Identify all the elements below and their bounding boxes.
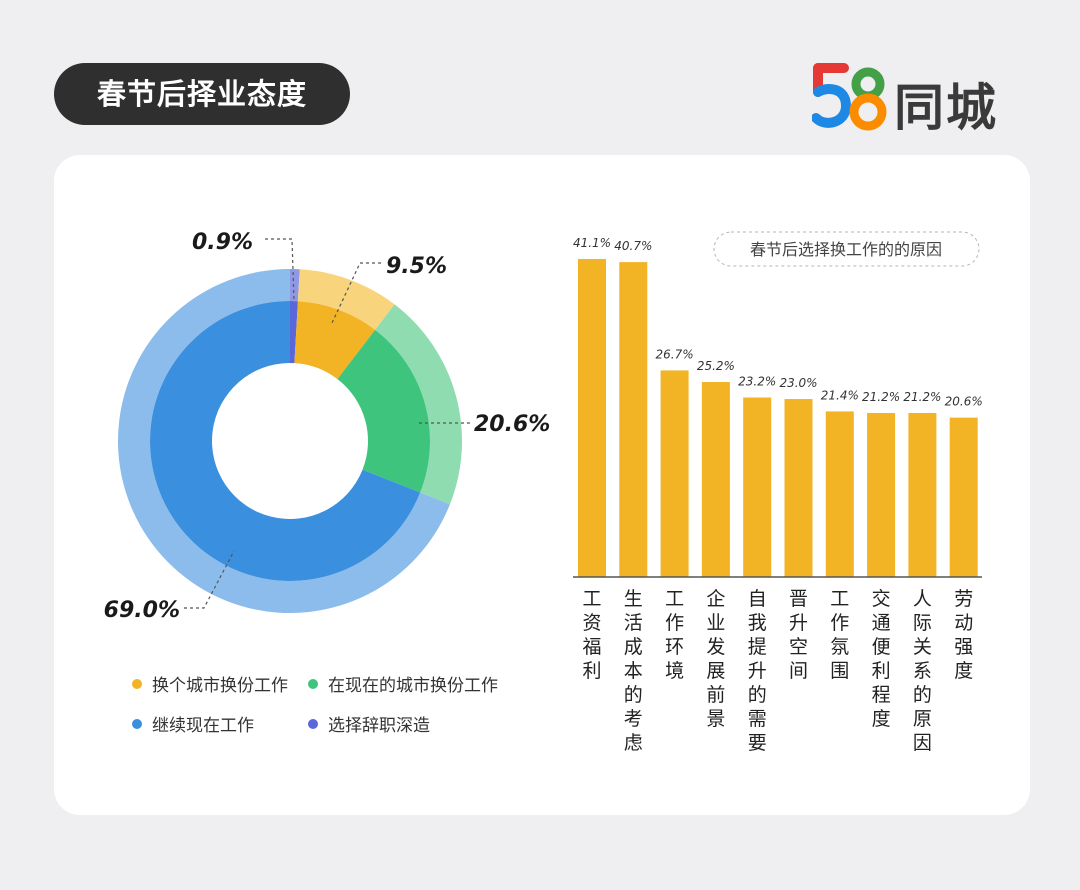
bar-chart-title-box bbox=[713, 231, 980, 267]
logo-text: 同城 bbox=[894, 79, 998, 137]
bar-value-label: 41.1% bbox=[573, 236, 611, 250]
legend-item-stay: 继续现在工作 bbox=[132, 711, 254, 736]
bar-category-label: 人际关系的原因 bbox=[913, 588, 932, 754]
leader-line bbox=[265, 238, 295, 302]
donut-outer-slice bbox=[290, 269, 300, 302]
bar-value-label: 26.7% bbox=[656, 347, 694, 361]
donut-outer-slice bbox=[375, 304, 462, 505]
donut-pct-label: 0.9% bbox=[192, 230, 253, 255]
charts-canvas: 0.9% 9.5% 20.6% 69.0% 春节后选择换工作的的原因 41.1% 工资福利 4… bbox=[104, 230, 983, 754]
bar-value-label: 21.4% bbox=[821, 388, 859, 402]
donut-pct-label: 69.0% bbox=[104, 598, 180, 623]
bar-category-label: 生活成本的考虑 bbox=[624, 588, 643, 754]
legend-item-study: 选择辞职深造 bbox=[308, 711, 430, 736]
bar-value-label: 40.7% bbox=[614, 239, 652, 253]
legend-dot-green bbox=[308, 678, 318, 689]
bar-category-label: 交通便利程度 bbox=[872, 588, 891, 730]
bar-value-label: 23.0% bbox=[779, 376, 817, 390]
donut-slice bbox=[290, 301, 298, 364]
legend-label: 选择辞职深造 bbox=[328, 716, 430, 736]
page-title: 春节后择业态度 bbox=[54, 63, 350, 125]
bar bbox=[578, 259, 606, 577]
bar-value-label: 23.2% bbox=[738, 374, 776, 388]
bar-value-label: 21.2% bbox=[903, 390, 941, 404]
bar bbox=[619, 262, 648, 577]
bar bbox=[949, 417, 978, 577]
legend-dot-orange bbox=[132, 678, 142, 689]
content-card: 0.9% 9.5% 20.6% 69.0% 春节后选择换工作的的原因 41.1% 工资福利 4… bbox=[54, 155, 1030, 815]
donut-slice bbox=[149, 301, 421, 581]
bar-category-label: 工资福利 bbox=[582, 588, 601, 682]
bar-category-label: 晋升空间 bbox=[789, 588, 808, 682]
bar-chart-title: 春节后选择换工作的的原因 bbox=[750, 240, 942, 259]
bar bbox=[867, 412, 896, 577]
bar bbox=[784, 399, 813, 577]
bar-category-label: 自我提升的需要 bbox=[748, 588, 767, 754]
legend-label: 继续现在工作 bbox=[152, 716, 254, 736]
donut-outer-slice bbox=[297, 269, 395, 330]
bar-value-label: 21.2% bbox=[862, 390, 900, 404]
legend-item-same-city: 在现在的城市换份工作 bbox=[308, 671, 498, 696]
bar-category-label: 企业发展前景 bbox=[706, 588, 725, 730]
bar-category-label: 劳动强度 bbox=[954, 588, 973, 682]
bar bbox=[701, 382, 730, 577]
bar bbox=[908, 412, 937, 577]
legend-label: 在现在的城市换份工作 bbox=[328, 676, 498, 696]
leader-line bbox=[184, 550, 235, 609]
legend-label: 换个城市换份工作 bbox=[152, 676, 288, 696]
legend-dot-purple bbox=[308, 718, 318, 729]
legend-dot-blue bbox=[132, 718, 142, 729]
bar-value-label: 25.2% bbox=[697, 359, 735, 373]
bar bbox=[825, 411, 854, 577]
logo-58-icon bbox=[812, 63, 887, 131]
donut-pct-label: 20.6% bbox=[474, 412, 550, 437]
donut-slice bbox=[294, 301, 376, 380]
bar bbox=[743, 397, 772, 577]
bar-category-label: 工作环境 bbox=[665, 588, 684, 682]
bar-value-label: 20.6% bbox=[945, 395, 983, 409]
donut-pct-label: 9.5% bbox=[386, 254, 447, 279]
leader-line bbox=[331, 262, 381, 324]
donut-slice bbox=[337, 329, 430, 493]
legend-item-change-city: 换个城市换份工作 bbox=[132, 671, 288, 696]
bar-category-label: 工作氛围 bbox=[830, 588, 849, 682]
bar bbox=[660, 370, 689, 577]
